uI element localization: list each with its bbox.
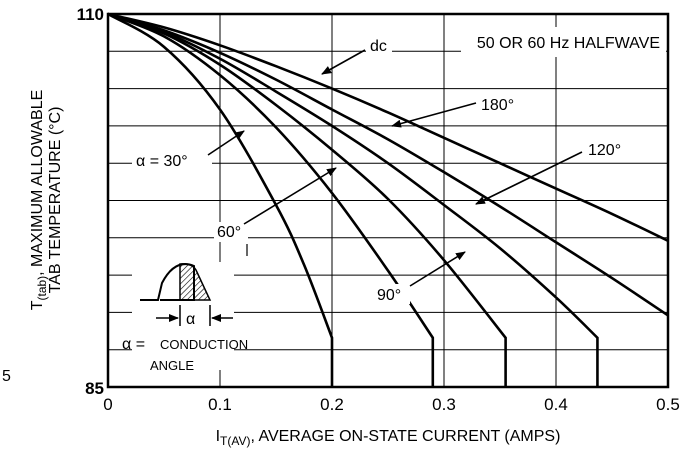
- label-60: 60°: [217, 224, 241, 241]
- series-line: [107, 12, 669, 242]
- series-line: [107, 12, 507, 387]
- inset-def-line2: ANGLE: [150, 358, 194, 373]
- arrow-180: [391, 102, 477, 128]
- label-dc: dc: [370, 38, 387, 55]
- freq-box-bg: [461, 27, 666, 57]
- svg-text:T(tab), MAXIMUM ALLOWABLE: T(tab), MAXIMUM ALLOWABLE: [29, 90, 49, 311]
- plot-frame: [106, 12, 670, 389]
- label-bg-dc: [366, 36, 392, 56]
- label-30: α = 30°: [136, 153, 188, 170]
- label-120: 120°: [588, 142, 621, 159]
- x-tick-labels: 0 0.1 0.2 0.3 0.4 0.5: [103, 395, 680, 414]
- inset-def-line1: CONDUCTION: [160, 337, 248, 352]
- inset-def-symbol: α =: [122, 336, 145, 353]
- label-180: 180°: [481, 97, 514, 114]
- x-tick-label: 0.4: [544, 395, 568, 414]
- stray-label: 5: [2, 368, 11, 385]
- freq-label: 50 OR 60 Hz HALFWAVE: [477, 35, 660, 52]
- series-line: [107, 12, 435, 387]
- arrow-120: [475, 151, 583, 205]
- y-tick-110: 110: [77, 5, 104, 24]
- x-tick-label: 0.1: [208, 395, 232, 414]
- y-axis-label: T(tab), MAXIMUM ALLOWABLE TAB TEMPERATUR…: [29, 90, 64, 311]
- x-axis-label: IT(AV), AVERAGE ON-STATE CURRENT (AMPS): [216, 428, 561, 448]
- label-bg-120: [584, 140, 628, 160]
- curves: [107, 12, 669, 387]
- series-line: [107, 12, 669, 317]
- label-bg-180: [477, 94, 521, 114]
- series-line: [107, 12, 599, 387]
- label-bg-30: [132, 150, 212, 172]
- x-tick-label: 0.3: [432, 395, 456, 414]
- arrow-60: [243, 167, 337, 225]
- svg-text:TAB TEMPERATURE (°C): TAB TEMPERATURE (°C): [47, 107, 64, 294]
- label-bg-90: [374, 284, 410, 304]
- inset-waveform: [132, 262, 234, 370]
- y-tick-85: 85: [85, 379, 104, 398]
- series-line: [107, 12, 334, 387]
- label-bg-60: [214, 222, 248, 242]
- x-tick-label: 0: [103, 395, 112, 414]
- label-90: 90°: [377, 287, 401, 304]
- x-tick-label: 0.2: [320, 395, 344, 414]
- x-tick-label: 0.5: [656, 395, 680, 414]
- arrow-90: [409, 251, 466, 287]
- arrow-30: [207, 130, 245, 156]
- inset-alpha: α: [186, 311, 195, 328]
- arrow-dc: [321, 49, 366, 75]
